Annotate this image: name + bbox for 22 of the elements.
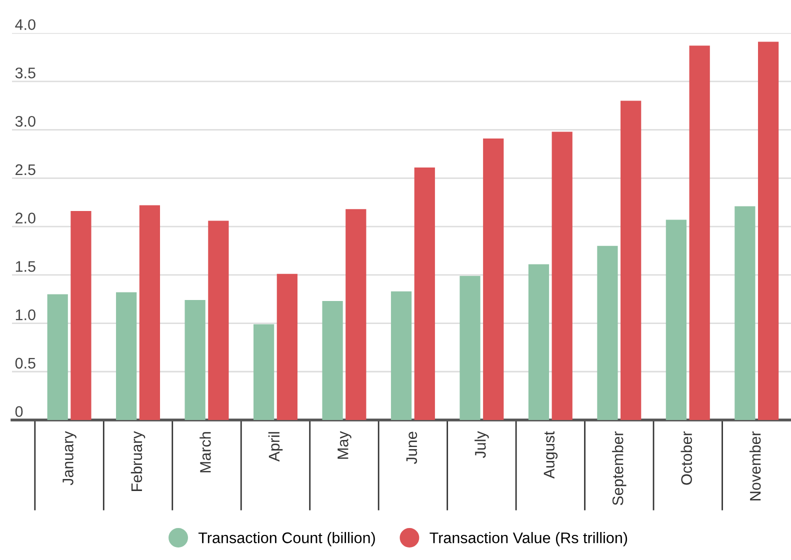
x-tick-label: April	[268, 432, 283, 462]
x-tick-label: October	[680, 431, 692, 485]
x-tick-label: August	[544, 431, 558, 479]
x-tick-label: September	[612, 431, 626, 506]
y-tick-label: 0.5	[15, 358, 36, 369]
y-tick-label: 4.0	[15, 19, 36, 30]
legend-label: Transaction Value (Rs trillion)	[430, 532, 628, 546]
x-tick-label: February	[130, 431, 146, 491]
x-tick-label: June	[406, 432, 418, 464]
y-tick-label: 3.5	[15, 68, 36, 78]
x-tick-label: March	[200, 432, 211, 472]
y-tick-label: 3.0	[15, 116, 36, 127]
y-tick-label: 1.0	[16, 309, 36, 320]
y-tick-label: 2.5	[16, 164, 36, 176]
y-tick-label: 0	[15, 406, 23, 417]
x-tick-label: May	[338, 431, 352, 459]
y-tick-label: 2.0	[16, 212, 36, 224]
x-tick-label: July	[474, 431, 489, 458]
x-tick-label: January	[62, 431, 76, 486]
legend-label: Transaction Count (billion)	[198, 532, 375, 546]
x-tick-label: November	[750, 431, 761, 500]
y-tick-label: 1.5	[16, 261, 36, 272]
